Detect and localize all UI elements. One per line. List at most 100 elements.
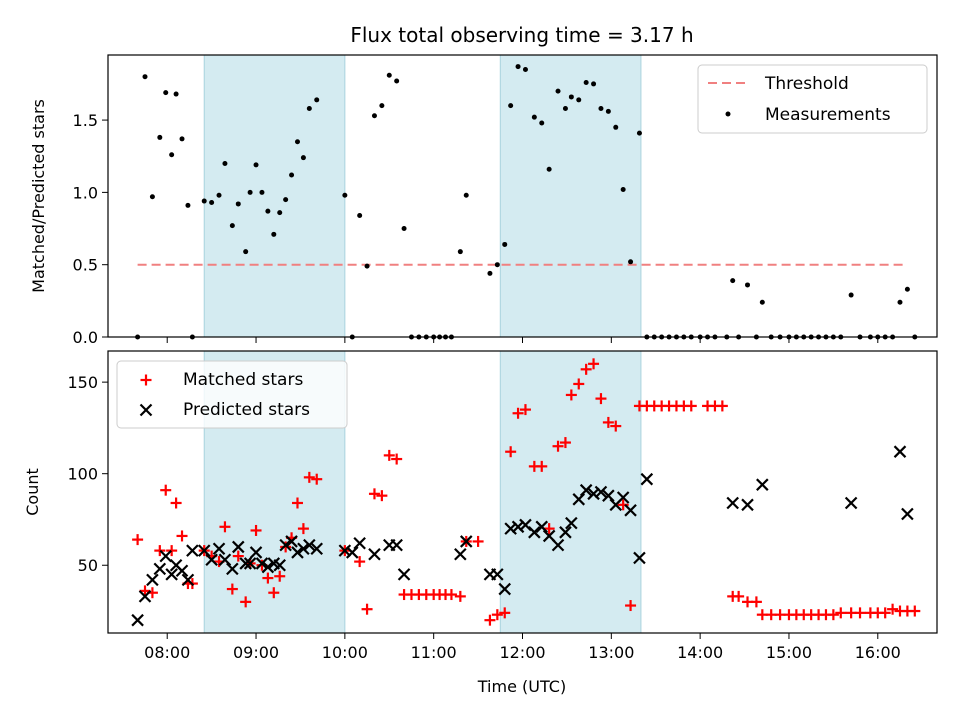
plot-frame-top — [107, 54, 938, 338]
predicted-star-point — [153, 562, 167, 576]
matched-star-point — [154, 545, 166, 557]
predicted-star-point — [551, 538, 565, 552]
predicted-star-point — [186, 544, 199, 557]
legend-matched-label: Matched stars — [183, 370, 303, 390]
matched-star-point — [543, 523, 555, 535]
y-tick-label: 1.5 — [73, 111, 98, 130]
matched-star-point — [610, 420, 622, 432]
chart-title: Flux total observing time = 3.17 h — [350, 23, 693, 47]
predicted-star-point — [454, 547, 467, 561]
predicted-star-point — [559, 526, 572, 539]
measurement-point — [371, 113, 377, 119]
predicted-star-point — [844, 496, 858, 510]
predicted-star-point — [310, 542, 324, 556]
x-tick-label: 09:00 — [233, 643, 279, 662]
y-tick-label: 0.0 — [73, 328, 98, 347]
y-axis-label-top: Matched/Predicted stars — [29, 99, 48, 293]
measurement-point — [179, 136, 185, 142]
measurement-point — [300, 155, 306, 161]
measurement-point — [576, 97, 582, 103]
matched-star-point — [219, 521, 231, 533]
measurement-point — [487, 270, 493, 276]
predicted-star-point — [261, 560, 275, 574]
predicted-star-point — [893, 445, 907, 458]
ratio-panel: Flux total observing time = 3.17 h 0.0 0.… — [29, 23, 938, 347]
y-tick-label: 100 — [67, 465, 98, 484]
measurement-point — [209, 200, 215, 206]
predicted-star-point — [303, 538, 316, 552]
measurement-point — [613, 124, 619, 130]
matched-star-point — [573, 378, 585, 390]
predicted-star-point — [368, 547, 381, 561]
predicted-star-point — [291, 546, 304, 559]
measurement-point — [745, 282, 751, 288]
measurement-point — [294, 139, 300, 145]
matched-star-point — [368, 488, 380, 500]
measurement-point — [342, 192, 348, 198]
predicted-star-point — [159, 549, 173, 563]
x-tick-label: 16:00 — [855, 643, 901, 662]
matched-star-point — [559, 437, 571, 449]
predicted-star-point — [616, 491, 630, 504]
matched-star-point — [391, 453, 403, 465]
measurement-point — [598, 106, 604, 112]
matched-star-point — [499, 607, 511, 619]
matched-star-point — [132, 534, 144, 546]
matched-star-point — [580, 363, 592, 375]
predicted-star-point — [205, 553, 218, 567]
predicted-star-point — [511, 520, 525, 534]
measurement-point — [759, 299, 765, 305]
predicted-star-point — [338, 544, 352, 557]
measurement-point — [157, 134, 163, 140]
matched-star-point — [602, 416, 614, 428]
predicted-star-point — [279, 538, 292, 552]
matched-star-point — [280, 541, 292, 553]
predicted-star-point — [255, 557, 269, 570]
measurement-point — [562, 106, 568, 112]
measurement-point — [620, 186, 626, 192]
measurement-point — [463, 192, 469, 198]
predicted-star-point — [498, 582, 512, 596]
measurement-point — [457, 249, 463, 255]
measurement-point — [243, 249, 249, 255]
measurement-point — [628, 259, 634, 265]
predicted-star-point — [602, 489, 615, 502]
x-tick-label: 14:00 — [677, 643, 723, 662]
plot-frame-bottom — [107, 350, 938, 634]
observing-spans-top — [203, 54, 642, 338]
measurement-point — [583, 79, 589, 85]
matched-star-point — [733, 590, 745, 602]
predicted-star-point — [491, 568, 504, 581]
legend-x-marker — [139, 403, 153, 417]
matched-star-point — [361, 603, 373, 615]
x-tick-label: 11:00 — [411, 643, 457, 662]
matched-star-point — [716, 400, 728, 412]
legend-box-top — [697, 64, 928, 134]
predicted-star-point — [249, 546, 263, 559]
x-tick-label: 15:00 — [766, 643, 812, 662]
matched-star-point — [588, 358, 600, 370]
y-tick-label: 0.5 — [73, 256, 98, 275]
matched-star-point — [617, 499, 629, 511]
matched-star-point — [536, 460, 548, 472]
matched-star-point — [240, 596, 252, 608]
legend-box-bottom — [116, 360, 348, 429]
matched-star-point — [232, 550, 244, 562]
measurement-point — [364, 263, 370, 269]
predicted-star-point — [459, 535, 473, 548]
measurement-point — [401, 226, 407, 232]
matched-star-point — [552, 440, 564, 452]
measurement-point — [169, 152, 175, 158]
matched-star-point — [176, 530, 188, 542]
legend-matched-swatch — [140, 374, 152, 386]
y-tick-label: 1.0 — [73, 183, 98, 202]
measurement-point — [386, 72, 392, 78]
measurement-point — [531, 114, 537, 120]
measurement-point — [271, 231, 277, 237]
predicted-star-point — [273, 558, 286, 572]
matched-star-point — [827, 609, 839, 621]
x-axis-ticks-bottom: 08:00 09:00 10:00 11:00 12:00 13:00 14:00 15:00… — [144, 633, 901, 662]
predicted-star-point — [901, 507, 914, 521]
measurement-point — [216, 192, 222, 198]
predicted-star-point — [353, 536, 366, 550]
